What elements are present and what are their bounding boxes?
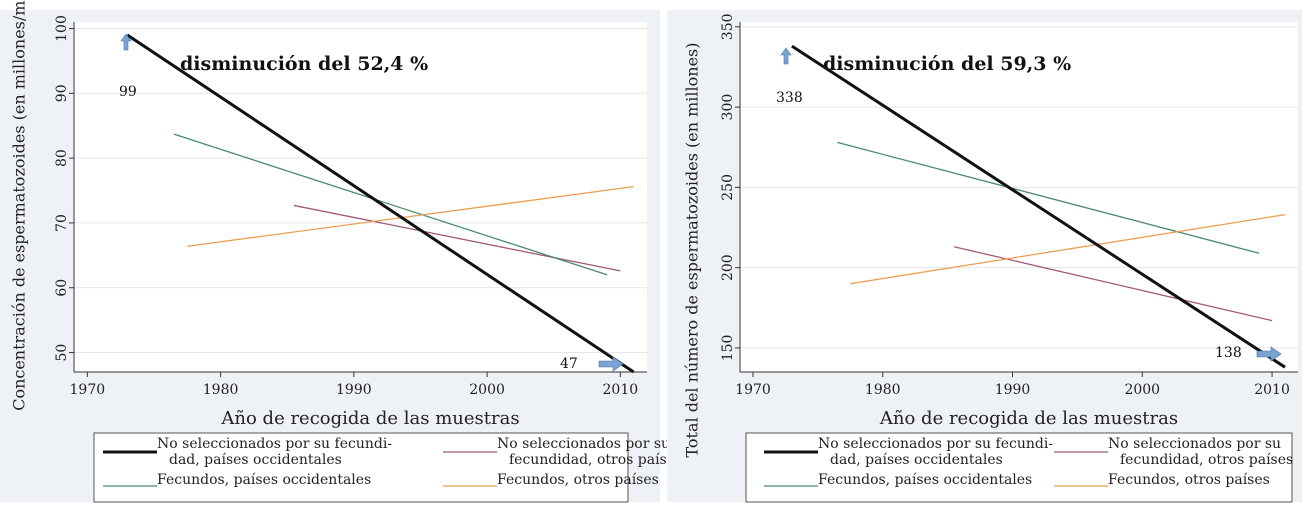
legend-label: Fecundos, países occidentales <box>818 472 1032 488</box>
y-axis-title: Total del número de espermatozoides (en … <box>683 42 702 457</box>
x-tick-label: 1970 <box>70 382 106 398</box>
legend-label: No seleccionados por su <box>1108 436 1281 452</box>
legend-label: fecundidad, otros países <box>509 452 682 468</box>
chart-panel: 150 200 250 300 350 1970 1980 1990 2000 2010 dismi… <box>667 10 1302 503</box>
series-line <box>126 33 635 374</box>
x-tick-label: 2010 <box>603 382 639 398</box>
series-line <box>173 133 608 276</box>
y-tick-label: 200 <box>720 254 736 281</box>
legend-label: No seleccionados por su fecundi- <box>818 436 1053 452</box>
x-axis-title: Año de recogida de las muestras <box>220 408 519 429</box>
right-arrow-icon <box>1256 346 1282 362</box>
series-line <box>850 214 1286 285</box>
series-line <box>837 141 1260 254</box>
series-line <box>187 185 634 247</box>
y-tick-label: 90 <box>54 84 70 102</box>
legend-box <box>93 432 629 503</box>
y-tick-label: 70 <box>54 214 70 232</box>
legend-label: dad, países occidentales <box>830 452 1003 468</box>
legend-label: fecundidad, otros países <box>1120 452 1293 468</box>
y-tick-label: 80 <box>54 149 70 167</box>
legend-label: No seleccionados por su <box>497 436 670 452</box>
start-value-label: 99 <box>119 84 137 100</box>
up-arrow-icon <box>120 33 132 51</box>
legend-label: Fecundos, otros países <box>1108 472 1270 488</box>
x-tick-label: 2000 <box>1124 382 1160 398</box>
y-tick-label: 250 <box>720 174 736 201</box>
decline-annotation: disminución del 59,3 % <box>823 53 1071 75</box>
y-tick-label: 350 <box>720 13 736 40</box>
x-tick-label: 2010 <box>1254 382 1290 398</box>
chart-panel: 50 60 70 80 90 100 1970 1980 1990 2000 2010 disminu… <box>0 0 682 503</box>
end-value-label: 138 <box>1215 345 1242 361</box>
series-line <box>791 44 1286 369</box>
end-value-label: 47 <box>560 356 578 372</box>
start-value-label: 338 <box>776 90 803 106</box>
x-tick-label: 1980 <box>203 382 239 398</box>
x-tick-label: 1990 <box>995 382 1031 398</box>
series-line <box>293 204 621 272</box>
up-arrow-icon <box>780 47 792 65</box>
legend-label: Fecundos, países occidentales <box>157 472 371 488</box>
right-arrow-icon <box>598 356 624 372</box>
y-tick-label: 50 <box>54 344 70 362</box>
x-tick-label: 1990 <box>336 382 372 398</box>
y-tick-label: 300 <box>720 94 736 121</box>
legend-box <box>745 432 1293 503</box>
y-axis-title: Concentración de espermatozoides (en mil… <box>10 0 29 411</box>
x-axis-title: Año de recogida de las muestras <box>879 408 1178 429</box>
y-tick-label: 100 <box>54 15 70 42</box>
x-tick-label: 1970 <box>735 382 771 398</box>
legend-label: Fecundos, otros países <box>497 472 659 488</box>
legend-label: No seleccionados por su fecundi- <box>157 436 392 452</box>
legend-label: dad, países occidentales <box>169 452 342 468</box>
x-tick-label: 2000 <box>469 382 505 398</box>
decline-annotation: disminución del 52,4 % <box>180 53 428 75</box>
y-tick-label: 150 <box>720 335 736 362</box>
x-tick-label: 1980 <box>865 382 901 398</box>
y-tick-label: 60 <box>54 279 70 297</box>
